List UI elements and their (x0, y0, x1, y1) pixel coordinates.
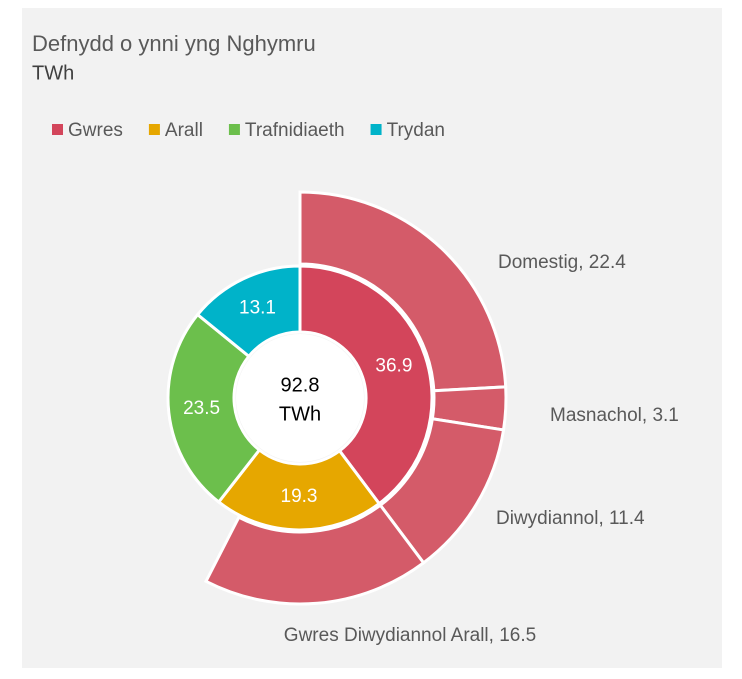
chart-subtitle: TWh (32, 62, 74, 84)
legend: Gwres Arall Trafnidiaeth Trydan (52, 120, 445, 141)
inner-segment (298, 264, 434, 506)
legend-swatch (148, 124, 160, 135)
inner-value-label: 23.5 (183, 398, 220, 419)
outer-value-label: Domestig, 22.4 (498, 252, 626, 273)
inner-value-label: 13.1 (239, 298, 276, 319)
outer-value-label: Diwydiannol, 11.4 (496, 508, 645, 529)
center-value: 92.8 (281, 374, 320, 396)
rings (166, 190, 508, 606)
inner-value-label: 19.3 (281, 486, 318, 507)
outer-segment (298, 190, 508, 393)
labels: 36.9 19.3 23.5 13.1 Domestig, 22.4 Masnachol,… (183, 252, 679, 646)
legend-swatch (370, 124, 382, 135)
center-hole (236, 334, 364, 462)
outer-value-label: Masnachol, 3.1 (550, 405, 679, 426)
legend-label: Gwres (68, 120, 123, 141)
legend-label: Trydan (387, 120, 445, 141)
chart-title: Defnydd o ynni yng Nghymru (32, 31, 316, 56)
legend-swatch (228, 124, 240, 135)
center-label: TWh (279, 403, 321, 425)
legend-label: Arall (165, 120, 203, 141)
outer-segment (203, 503, 426, 606)
legend-swatch (52, 124, 63, 135)
inner-segment (216, 447, 382, 532)
inner-value-label: 36.9 (375, 356, 412, 377)
inner-segment (195, 264, 302, 359)
legend-label: Trafnidiaeth (245, 120, 345, 141)
inner-segment (166, 312, 262, 505)
outer-value-label: Gwres Diwydiannol Arall, 16.5 (284, 625, 536, 646)
